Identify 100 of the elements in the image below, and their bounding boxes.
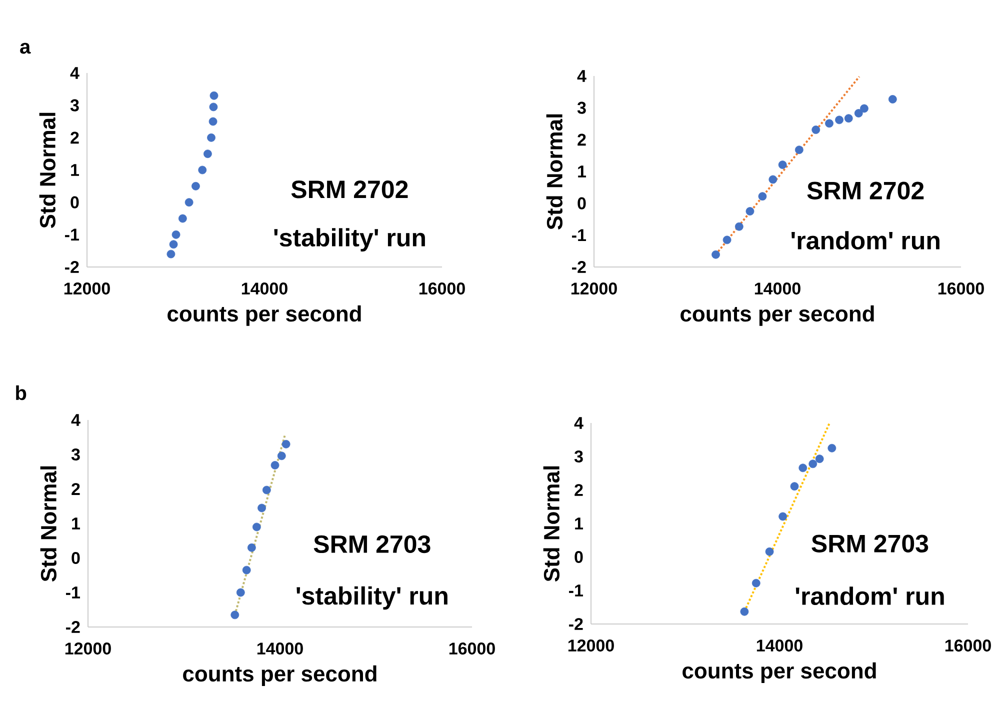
x-tick-label: 16000: [938, 282, 984, 295]
y-axis-title: Std Normal: [39, 112, 56, 228]
x-tick-label: 12000: [571, 282, 617, 295]
point: [169, 240, 178, 249]
x-tick-label: 16000: [449, 642, 495, 655]
point: [192, 182, 200, 190]
x-tick-label: 12000: [64, 282, 110, 295]
y-tick-label: 4: [577, 70, 586, 82]
x-tick-label: 12000: [65, 642, 111, 655]
annotation: 'random' run: [796, 586, 944, 606]
x-axis-title: counts per second: [168, 305, 361, 326]
y-tick-label: 4: [574, 417, 584, 429]
point: [270, 461, 280, 470]
point: [204, 150, 212, 158]
x-axis-title: counts per second: [183, 665, 376, 686]
point: [712, 250, 720, 259]
y-axis-title: Std Normal: [40, 466, 56, 582]
point: [860, 104, 868, 113]
point: [242, 566, 251, 574]
y-axis-title: Std Normal: [546, 114, 562, 230]
y-tick-label: -1: [65, 228, 79, 241]
annotation: SRM 2702: [291, 180, 408, 198]
annotation: 'stability' run: [296, 586, 448, 610]
point: [812, 126, 820, 134]
point: [178, 214, 187, 223]
point: [172, 230, 180, 239]
point: [844, 114, 853, 123]
point: [758, 192, 767, 201]
point: [210, 91, 218, 100]
point: [247, 543, 256, 552]
point: [282, 440, 290, 448]
y-tick-label: -2: [569, 618, 583, 630]
x-tick-label: 14000: [754, 282, 800, 295]
point: [722, 236, 732, 244]
x-tick-label: 16000: [945, 640, 991, 652]
point: [854, 109, 863, 118]
y-tick-label: 1: [71, 164, 79, 176]
point: [798, 464, 808, 472]
point: [740, 607, 749, 616]
y-tick-label: 2: [574, 484, 583, 496]
point: [262, 486, 271, 494]
point: [825, 119, 834, 128]
y-tick-label: 4: [70, 67, 80, 79]
x-axis-title: counts per second: [682, 662, 876, 683]
point: [888, 95, 897, 104]
y-tick-label: 0: [72, 552, 80, 564]
chart-title: a: [20, 42, 31, 54]
x-tick-label: 12000: [568, 640, 614, 652]
y-tick-label: -1: [569, 584, 584, 596]
point: [258, 504, 266, 512]
point: [790, 482, 799, 491]
y-tick-label: 1: [578, 166, 586, 178]
point: [208, 117, 218, 126]
chart-title: b: [16, 385, 26, 400]
point: [778, 160, 787, 170]
y-tick-label: 3: [70, 99, 79, 112]
x-tick-label: 16000: [419, 282, 465, 295]
point: [835, 116, 844, 124]
y-tick-label: 4: [71, 414, 80, 426]
point: [230, 610, 240, 620]
x-tick-label: 14000: [257, 642, 303, 655]
annotation: SRM 2703: [314, 535, 430, 554]
y-tick-label: -1: [66, 586, 80, 598]
annotation: SRM 2703: [812, 534, 928, 552]
y-axis-title: Std Normal: [543, 466, 560, 582]
x-tick-label: 14000: [242, 282, 288, 295]
point: [765, 547, 774, 556]
point: [752, 578, 760, 588]
y-tick-label: 1: [575, 518, 584, 530]
annotation: 'stability' run: [274, 228, 425, 252]
point: [768, 175, 778, 184]
point: [252, 522, 261, 532]
y-tick-label: 2: [578, 134, 586, 146]
point: [236, 588, 245, 597]
point: [828, 444, 836, 452]
y-tick-label: 0: [70, 196, 79, 208]
point: [198, 166, 207, 174]
y-tick-label: -2: [65, 261, 79, 273]
point: [734, 222, 744, 231]
point: [277, 452, 286, 460]
x-axis-title: counts per second: [680, 305, 874, 326]
y-tick-label: -1: [572, 229, 586, 242]
point: [166, 250, 176, 258]
y-tick-label: 3: [574, 450, 583, 463]
annotation: 'random' run: [792, 231, 940, 250]
point: [808, 460, 818, 468]
point: [746, 207, 754, 216]
point: [815, 454, 824, 464]
point: [209, 102, 218, 112]
point: [794, 146, 804, 154]
y-tick-label: 3: [577, 102, 586, 114]
y-tick-label: 2: [70, 132, 79, 144]
y-tick-label: 0: [574, 550, 583, 564]
point: [207, 133, 216, 142]
x-tick-label: 14000: [756, 640, 802, 652]
y-tick-label: -2: [572, 261, 586, 273]
annotation: SRM 2702: [807, 182, 924, 200]
y-tick-label: 0: [578, 197, 586, 210]
y-tick-label: 3: [71, 448, 80, 461]
y-tick-label: -2: [66, 621, 80, 633]
